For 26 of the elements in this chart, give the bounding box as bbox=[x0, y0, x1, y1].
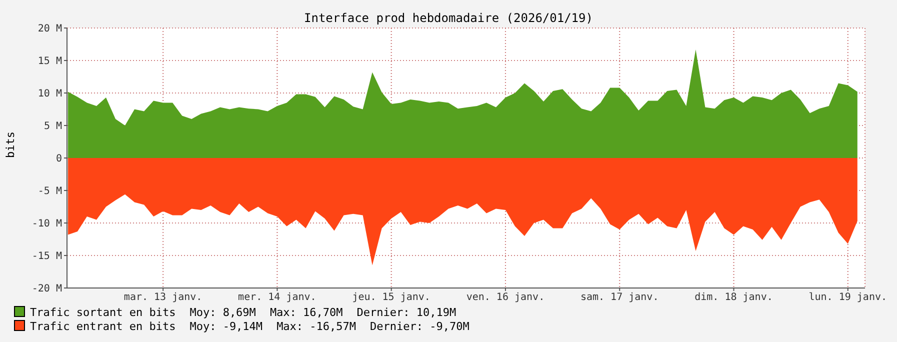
x-tick-label: jeu. 15 janv. bbox=[352, 292, 430, 304]
text: Moy: 8,69M bbox=[190, 306, 256, 319]
x-tick-label: mar. 13 janv. bbox=[124, 292, 202, 304]
y-axis-title: bits bbox=[4, 132, 17, 158]
text: Max: -16,57M bbox=[276, 320, 356, 333]
text: Moy: -9,14M bbox=[190, 320, 263, 333]
y-tick-label: 15 M bbox=[38, 56, 62, 68]
x-tick-label: lun. 19 janv. bbox=[808, 292, 888, 304]
legend-label: Trafic sortant en bits bbox=[30, 306, 176, 319]
text: Max: 16,70M bbox=[270, 306, 343, 319]
text: Dernier: -9,70M bbox=[370, 320, 470, 333]
y-tick-label: -5 M bbox=[38, 186, 62, 198]
y-tick-label: -20 M bbox=[32, 284, 62, 295]
y-tick-label: 0 bbox=[56, 154, 62, 165]
chart-title: Interface prod hebdomadaire (2026/01/19) bbox=[303, 11, 594, 25]
x-tick-label: dim. 18 janv. bbox=[694, 292, 773, 304]
y-tick-label: 5 M bbox=[44, 121, 62, 132]
y-tick-label: -10 M bbox=[32, 218, 62, 230]
y-tick-label: 20 M bbox=[38, 24, 62, 35]
y-tick-label: -15 M bbox=[32, 251, 62, 262]
x-tick-label: ven. 16 janv. bbox=[466, 292, 545, 304]
text: Dernier: 10,19M bbox=[356, 306, 456, 319]
y-tick-label: 10 M bbox=[38, 88, 62, 100]
legend-label: Trafic entrant en bits bbox=[30, 320, 176, 333]
x-tick-label: mer. 14 janv. bbox=[238, 292, 316, 304]
x-tick-label: sam. 17 janv. bbox=[580, 292, 659, 304]
